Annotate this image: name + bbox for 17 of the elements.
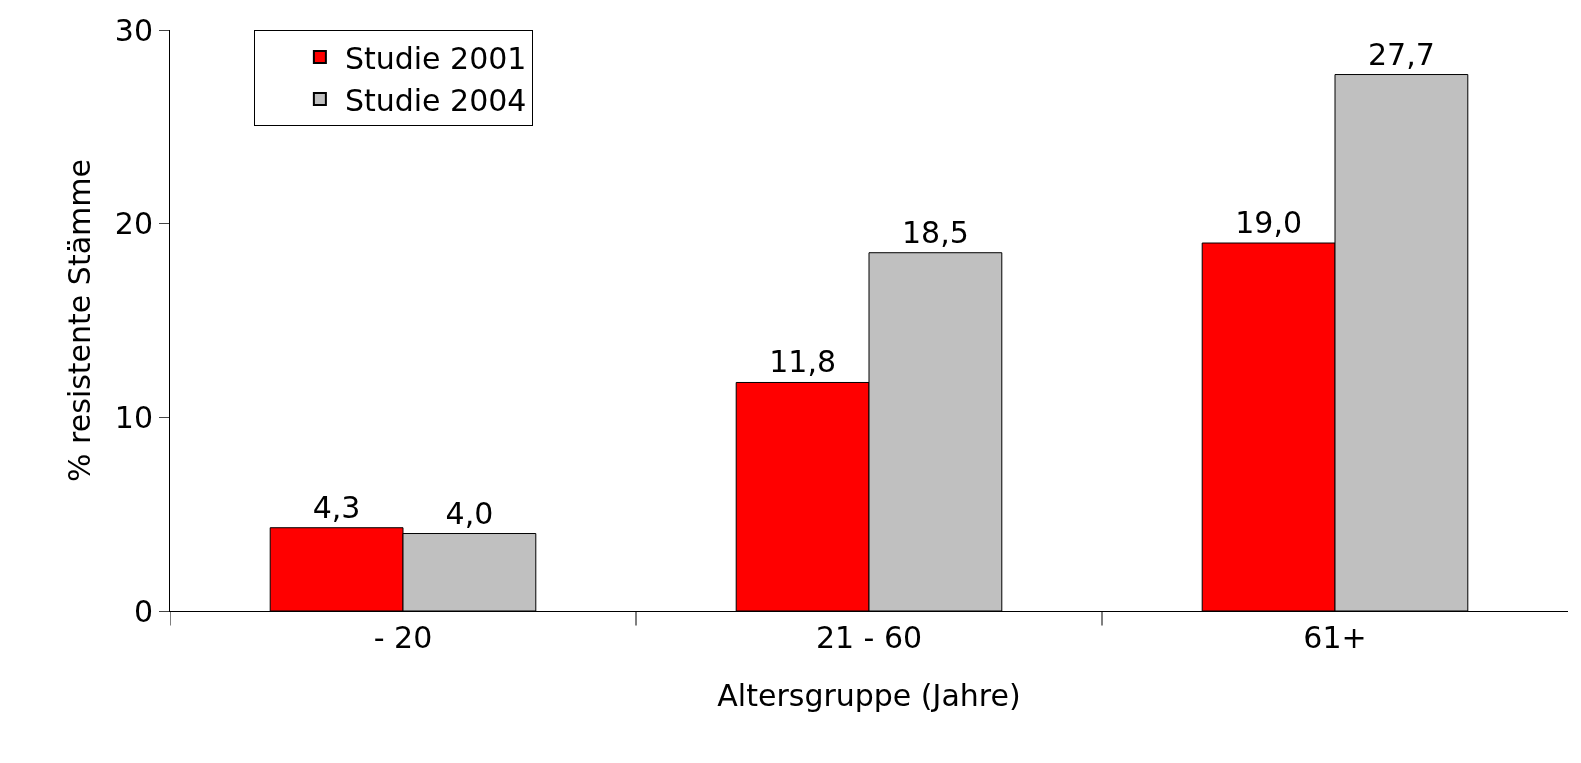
legend-label: Studie 2001 bbox=[344, 40, 527, 76]
data-label: 11,8 bbox=[769, 344, 836, 380]
data-label: 4,3 bbox=[312, 489, 361, 525]
y-tick-label: 20 bbox=[114, 206, 153, 242]
y-axis-title: % resistente Stämme bbox=[61, 159, 97, 482]
y-tick-label: 30 bbox=[114, 12, 153, 48]
x-axis-title: Altersgruppe (Jahre) bbox=[717, 677, 1021, 713]
legend-label: Studie 2004 bbox=[344, 82, 527, 118]
data-label: 19,0 bbox=[1235, 205, 1302, 241]
data-label: 18,5 bbox=[902, 214, 969, 250]
x-tick-label: - 20 bbox=[373, 620, 433, 655]
y-tick-label: 0 bbox=[133, 593, 153, 629]
x-tick-label: 21 - 60 bbox=[815, 620, 923, 655]
data-label: 4,0 bbox=[445, 495, 494, 531]
data-label: 27,7 bbox=[1368, 36, 1435, 72]
y-tick-label: 10 bbox=[114, 399, 153, 435]
x-tick-label: 61+ bbox=[1303, 620, 1367, 655]
